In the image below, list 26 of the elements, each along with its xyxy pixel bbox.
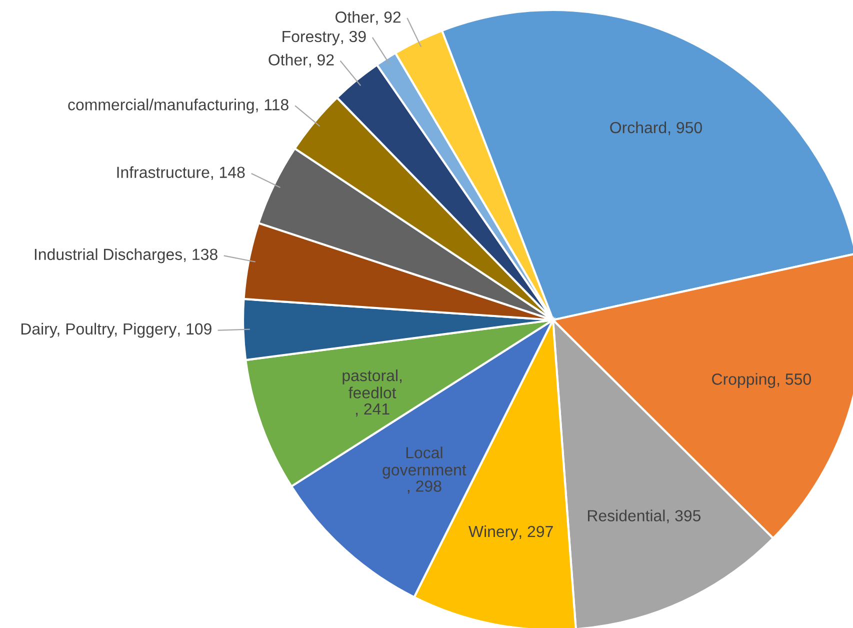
slice-label: Infrastructure (117, 166, 210, 178)
data-label: , 297 (520, 526, 553, 540)
data-label: , 92 (309, 54, 334, 68)
data-label: , 950 (668, 122, 702, 136)
slice-label: Forestry (282, 31, 340, 46)
slice-label: Dairy, Poultry, Piggery (21, 322, 177, 338)
data-label: , 298 (408, 480, 442, 494)
slice-label: pastoral, feedlot (342, 369, 402, 398)
slice-label: Cropping (712, 373, 776, 388)
slice-label: Orchard (610, 122, 666, 134)
data-label: , 241 (356, 403, 390, 417)
data-label: , 550 (778, 374, 811, 387)
slice-label: Other (336, 11, 374, 23)
data-label: , 118 (256, 99, 288, 112)
slice-label: Other (268, 54, 308, 66)
slice-label: commercial/manufacturing (68, 98, 254, 114)
slice-label: Winery (468, 525, 518, 540)
data-label: , 138 (184, 248, 218, 262)
data-label: , 92 (376, 11, 401, 25)
data-label: , 148 (211, 166, 245, 180)
data-label: , 109 (178, 323, 212, 336)
data-label: , 395 (667, 510, 701, 524)
slice-label: Residential (588, 510, 665, 522)
slice-label: Local government (382, 446, 466, 479)
slice-label: Industrial Discharges (34, 248, 182, 264)
data-label: , 39 (341, 30, 366, 44)
